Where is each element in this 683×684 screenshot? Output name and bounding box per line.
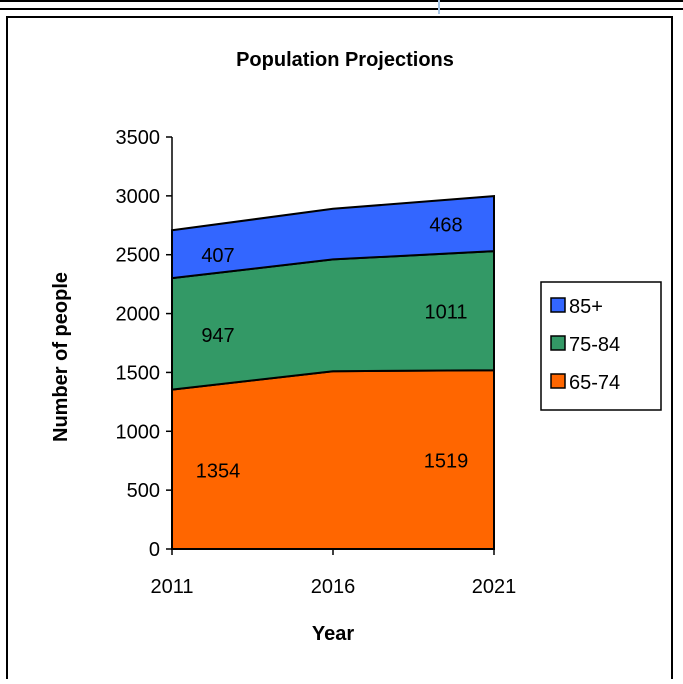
x-tick-label: 2021 xyxy=(472,576,517,598)
data-label: 947 xyxy=(201,325,234,347)
legend-swatch xyxy=(550,335,566,351)
window-edge-line xyxy=(0,0,683,2)
data-label: 1011 xyxy=(424,302,467,324)
x-tick-label: 2011 xyxy=(150,576,193,598)
window-top-edge xyxy=(0,0,683,16)
y-tick-label: 3500 xyxy=(116,127,161,149)
legend-item-label: 75-84 xyxy=(569,334,620,356)
legend-item-label: 65-74 xyxy=(569,372,620,394)
y-tick-label: 1500 xyxy=(116,362,161,384)
y-tick-label: 2500 xyxy=(116,245,161,267)
legend-item-label: 85+ xyxy=(569,296,603,318)
window-edge-line xyxy=(0,8,683,10)
y-tick-label: 500 xyxy=(127,480,160,502)
data-label: 1519 xyxy=(424,451,469,473)
x-axis-label: Year xyxy=(312,623,354,645)
y-tick-label: 0 xyxy=(149,539,160,561)
chart-title: Population Projections xyxy=(236,49,454,71)
chart-frame: Population Projections Number of people … xyxy=(6,16,673,679)
y-tick-label: 3000 xyxy=(116,186,161,208)
stacked-area-chart: Population Projections Number of people … xyxy=(50,49,662,645)
y-tick-label: 2000 xyxy=(116,304,161,326)
y-axis-label: Number of people xyxy=(50,272,72,442)
x-tick-label: 2016 xyxy=(311,576,356,598)
legend-swatch xyxy=(550,297,566,313)
data-label: 1354 xyxy=(196,460,241,482)
window-edge-accent xyxy=(438,0,440,14)
data-label: 407 xyxy=(201,245,234,267)
y-tick-label: 1000 xyxy=(116,421,161,443)
data-label: 468 xyxy=(429,215,462,237)
legend-swatch xyxy=(550,373,566,389)
